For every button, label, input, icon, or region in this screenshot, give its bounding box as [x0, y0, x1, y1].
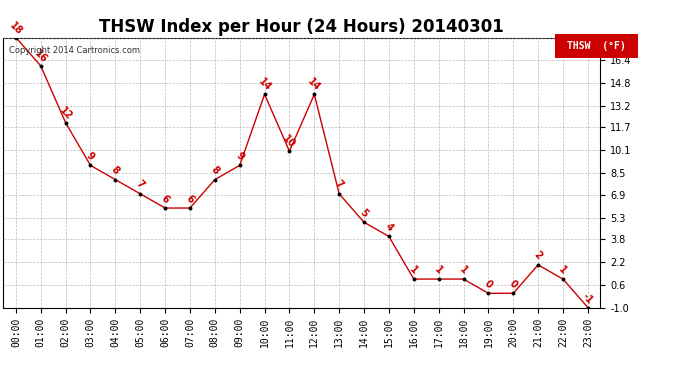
Point [508, 290, 519, 296]
Point [433, 276, 444, 282]
Point [533, 262, 544, 268]
Text: 14: 14 [306, 77, 322, 93]
Text: 8: 8 [208, 164, 221, 176]
Text: 4: 4 [383, 221, 395, 233]
Text: -1: -1 [580, 291, 595, 306]
Text: 6: 6 [159, 193, 171, 205]
Point [234, 162, 245, 168]
Point [10, 34, 21, 40]
Point [60, 120, 71, 126]
Text: 18: 18 [8, 20, 24, 37]
Point [558, 276, 569, 282]
Text: 0: 0 [507, 278, 519, 290]
Point [309, 92, 320, 98]
Text: 9: 9 [234, 150, 246, 162]
Text: 1: 1 [408, 264, 420, 276]
Point [284, 148, 295, 154]
Point [359, 219, 370, 225]
Text: 7: 7 [134, 178, 146, 190]
Point [110, 177, 121, 183]
Point [159, 205, 170, 211]
Text: 10: 10 [281, 134, 297, 150]
Point [35, 63, 46, 69]
Text: THSW  (°F): THSW (°F) [567, 41, 627, 51]
Point [384, 234, 395, 240]
Text: 9: 9 [84, 150, 96, 162]
Text: 6: 6 [184, 193, 196, 205]
Text: 14: 14 [256, 77, 273, 93]
Point [135, 191, 146, 197]
Point [483, 290, 494, 296]
Text: 8: 8 [109, 164, 121, 176]
Point [582, 304, 593, 310]
Text: 0: 0 [482, 278, 494, 290]
Point [334, 191, 345, 197]
Text: 16: 16 [32, 48, 49, 65]
Text: 1: 1 [433, 264, 444, 276]
Text: 5: 5 [358, 207, 370, 219]
Text: 12: 12 [57, 105, 74, 122]
Text: 1: 1 [557, 264, 569, 276]
Point [458, 276, 469, 282]
Text: 2: 2 [532, 250, 544, 262]
Text: 1: 1 [457, 264, 469, 276]
Point [408, 276, 420, 282]
Point [85, 162, 96, 168]
Point [184, 205, 195, 211]
Point [259, 92, 270, 98]
Text: Copyright 2014 Cartronics.com: Copyright 2014 Cartronics.com [10, 46, 141, 55]
Title: THSW Index per Hour (24 Hours) 20140301: THSW Index per Hour (24 Hours) 20140301 [99, 18, 504, 36]
Text: 7: 7 [333, 178, 345, 190]
Point [209, 177, 220, 183]
